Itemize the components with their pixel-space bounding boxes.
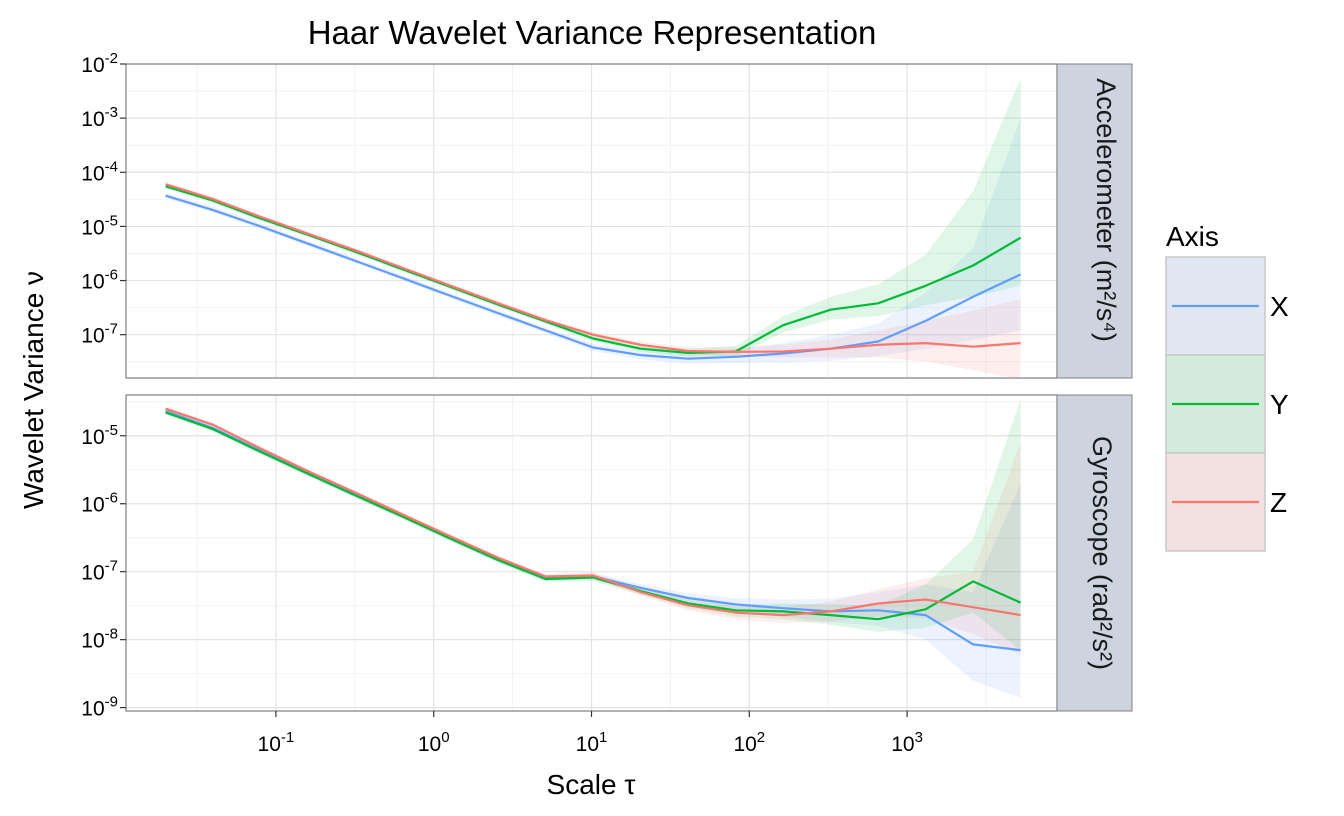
y-tick-label: 10-4 <box>81 158 118 185</box>
y-tick-label: 10-2 <box>81 50 118 77</box>
ribbon-x <box>165 118 1021 364</box>
legend-label-z: Z <box>1270 487 1287 518</box>
legend-item-y: Y <box>1165 354 1289 454</box>
x-axis-title: Scale τ <box>547 769 636 800</box>
series-line-z <box>165 407 1021 617</box>
ribbon-z <box>165 182 1021 378</box>
series-line-z <box>165 183 1021 353</box>
y-tick-label: 10-8 <box>81 626 118 653</box>
y-tick-label: 10-6 <box>81 490 118 517</box>
y-axis-title: Wavelet Variance ν <box>18 271 49 509</box>
strip-accelerometer-label: Accelerometer (m²/s⁴) <box>1091 78 1121 342</box>
y-tick-label: 10-7 <box>81 558 118 585</box>
legend-label-y: Y <box>1270 389 1289 420</box>
y-tick-label: 10-9 <box>81 694 118 721</box>
x-tick-label: 102 <box>733 729 765 756</box>
gridlines <box>126 395 1057 711</box>
x-tick-label: 10-1 <box>258 729 295 756</box>
series-line-y <box>165 411 1022 621</box>
legend-item-z: Z <box>1165 452 1287 552</box>
accelerometer-panel: 10-2 10-3 10-4 10-5 10-6 10-7 <box>81 50 1058 379</box>
legend-item-x: X <box>1165 256 1289 356</box>
plot-area <box>165 398 1022 698</box>
gyroscope-panel: 10-5 10-6 10-7 10-8 10-9 <box>81 394 1058 721</box>
chart-title: Haar Wavelet Variance Representation <box>308 14 877 51</box>
legend-label-x: X <box>1270 291 1289 322</box>
x-tick-label: 103 <box>891 729 923 756</box>
y-tick-label: 10-5 <box>81 212 118 239</box>
x-tick-label: 100 <box>418 729 450 756</box>
plot-area <box>165 78 1022 378</box>
y-tick-label: 10-3 <box>81 104 118 131</box>
x-tick-label: 101 <box>576 729 608 756</box>
strip-accelerometer: Accelerometer (m²/s⁴) <box>1056 63 1133 379</box>
strip-gyroscope: Gyroscope (rad²/s²) <box>1056 394 1133 712</box>
y-tick-label: 10-5 <box>81 422 118 449</box>
strip-gyroscope-label: Gyroscope (rad²/s²) <box>1087 436 1117 670</box>
series-line-x <box>165 194 1022 360</box>
legend-title: Axis <box>1166 221 1219 252</box>
y-tick-label: 10-7 <box>81 321 118 348</box>
y-tick-label: 10-6 <box>81 267 118 294</box>
legend: Axis X Y Z <box>1165 221 1289 552</box>
x-axis-ticks: 10-1 100 101 102 103 <box>258 711 923 756</box>
